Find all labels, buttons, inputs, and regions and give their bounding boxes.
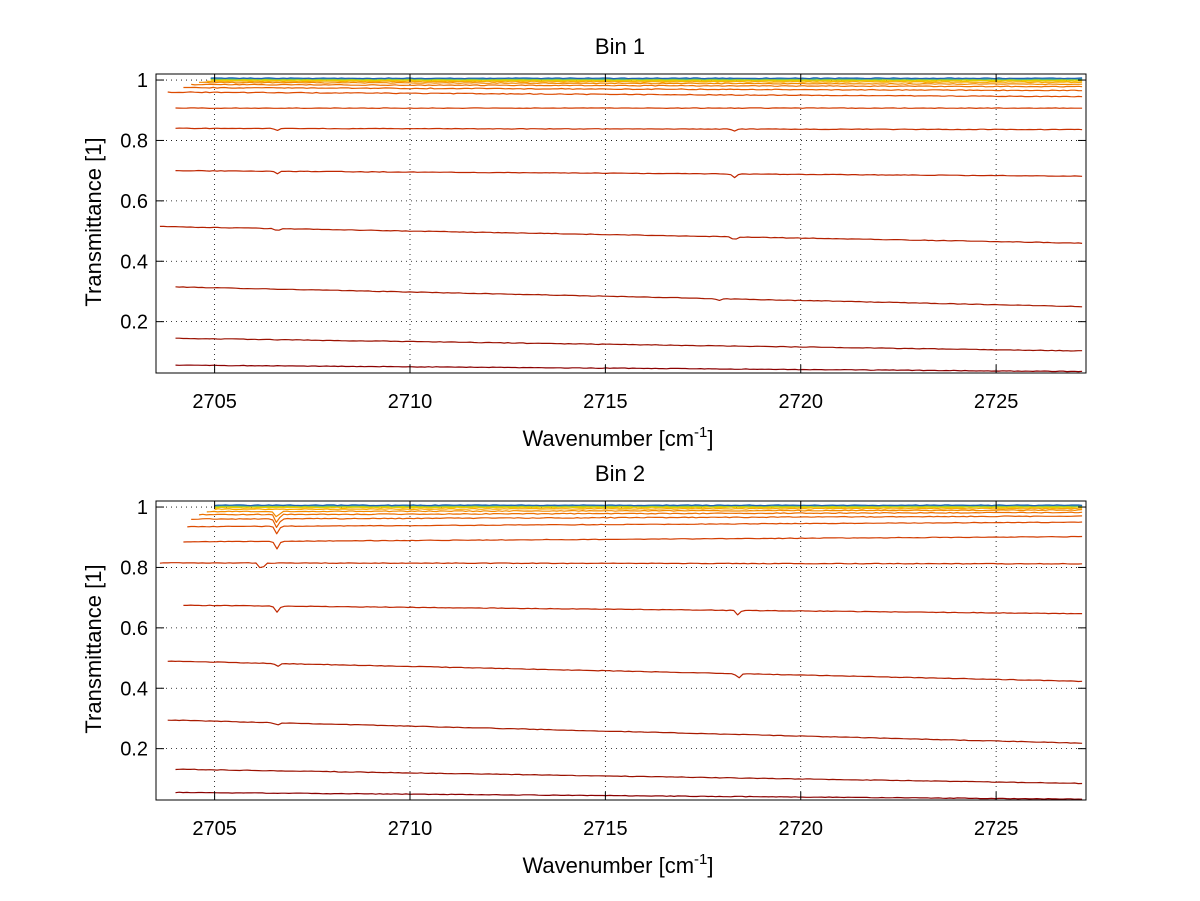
series-line [206, 509, 1083, 518]
y-tick-label: 0.6 [120, 618, 148, 640]
series-line [183, 604, 1083, 616]
series-line [191, 83, 1083, 88]
y-tick-label: 0.4 [120, 678, 148, 700]
series-line [175, 286, 1083, 308]
y-tick-label: 0.2 [120, 739, 148, 761]
series-line [175, 768, 1083, 785]
grid [156, 501, 1086, 800]
x-tick-label: 2710 [388, 391, 433, 413]
ticks: 2705 2710 2715 2720 2725 0.2 0.4 0.6 0.8 1 [120, 70, 1086, 413]
series-group [159, 504, 1083, 800]
series-line [199, 81, 1083, 86]
panel-title: Bin 1 [595, 34, 645, 59]
series-line [198, 511, 1083, 523]
series-line [167, 91, 1083, 98]
series-line [175, 169, 1083, 179]
series-line [183, 86, 1083, 92]
x-axis-label: Wavenumber [cm-1] [522, 424, 713, 451]
y-axis-label: Transmittance [1] [81, 137, 106, 306]
series-line [210, 79, 1083, 82]
series-line [214, 504, 1083, 507]
x-tick-label: 2715 [583, 391, 628, 413]
series-line [175, 364, 1083, 373]
series-line [175, 337, 1083, 352]
x-tick-label: 2720 [778, 391, 823, 413]
y-tick-label: 0.8 [120, 130, 148, 152]
series-line [159, 562, 1083, 569]
y-axis-label: Transmittance [1] [81, 564, 106, 733]
x-tick-label: 2710 [388, 818, 433, 840]
series-line [214, 507, 1083, 511]
x-tick-label: 2705 [192, 818, 237, 840]
y-tick-label: 0.8 [120, 557, 148, 579]
series-line [175, 791, 1083, 800]
series-line [191, 515, 1083, 528]
y-tick-label: 1 [137, 70, 148, 92]
series-line [187, 521, 1083, 535]
x-tick-label: 2705 [192, 391, 237, 413]
series-line [167, 719, 1083, 744]
x-axis-label: Wavenumber [cm-1] [522, 851, 713, 878]
series-line [175, 107, 1083, 109]
grid [156, 74, 1086, 373]
y-tick-label: 0.2 [120, 312, 148, 334]
x-tick-label: 2715 [583, 818, 628, 840]
y-tick-label: 0.4 [120, 251, 148, 273]
x-tick-label: 2725 [974, 818, 1019, 840]
axes-box [155, 73, 1087, 374]
series-group [159, 77, 1083, 373]
panel-bin-2: Bin 2 2705 2710 2715 2720 27250.20.40.60.81 … [81, 461, 1087, 878]
panel-bin-1: Bin 1 2705 2710 2715 2720 27250.20.40.60.81 … [81, 34, 1087, 451]
series-line [159, 225, 1083, 244]
series-line [210, 77, 1083, 80]
series-line [175, 127, 1083, 132]
series-line [167, 660, 1083, 683]
y-tick-label: 0.6 [120, 191, 148, 213]
panel-title: Bin 2 [595, 461, 645, 486]
x-tick-label: 2725 [974, 391, 1019, 413]
ticks: 2705 2710 2715 2720 2725 0.2 0.4 0.6 0.8 1 [120, 497, 1086, 840]
axes-box [155, 500, 1087, 801]
series-line [183, 535, 1083, 550]
y-tick-label: 1 [137, 497, 148, 519]
x-tick-label: 2720 [778, 818, 823, 840]
